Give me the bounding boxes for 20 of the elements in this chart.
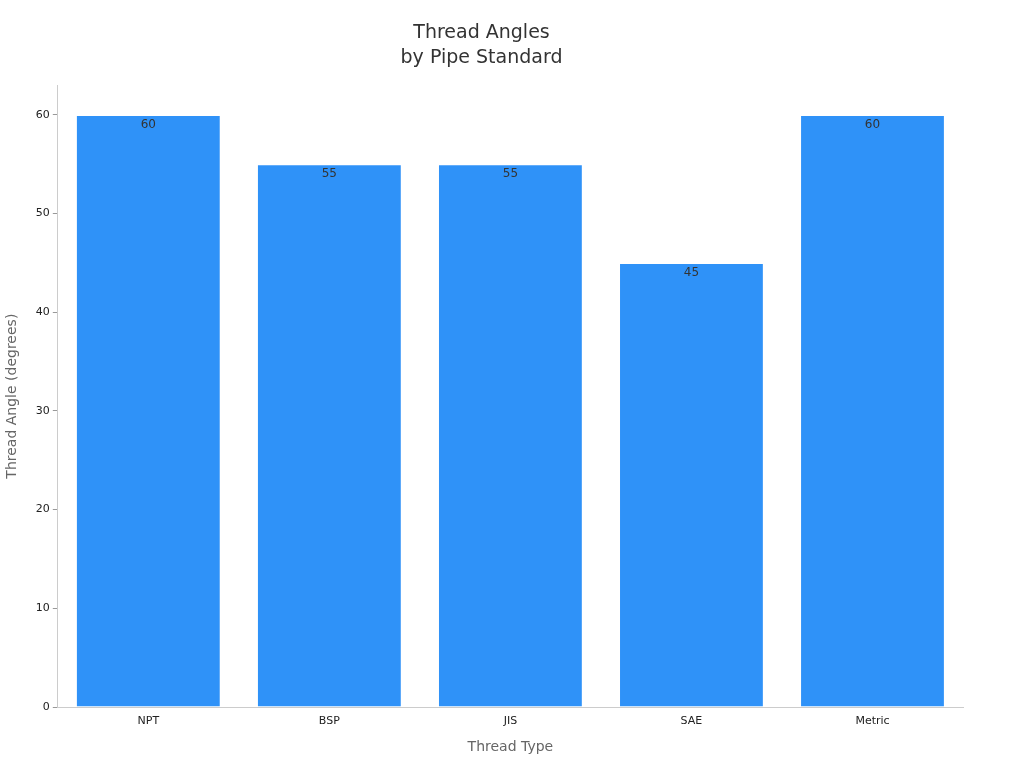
y-tick-label: 30 <box>35 403 50 417</box>
x-tick-label: NPT <box>137 714 160 728</box>
y-tick-label: 20 <box>35 502 50 516</box>
data-label: 45 <box>683 265 700 280</box>
data-label: 55 <box>321 166 337 181</box>
data-label: 55 <box>502 166 519 181</box>
y-tick-label: 50 <box>35 206 50 220</box>
y-tick-label: 0 <box>42 699 50 713</box>
chart-title: Thread Angles by Pipe Standard <box>400 19 563 68</box>
y-tick-label: 60 <box>35 107 50 121</box>
x-tick-label: JIS <box>502 714 518 728</box>
x-tick-label: BSP <box>318 714 341 728</box>
data-label: 60 <box>140 117 156 132</box>
x-tick-label: SAE <box>680 714 703 728</box>
x-axis-title: Thread Type <box>466 738 554 755</box>
y-tick-label: 40 <box>35 305 50 319</box>
y-tick-label: 10 <box>35 601 50 615</box>
y-axis-title: Thread Angle (degrees) <box>3 313 20 480</box>
data-label: 60 <box>864 117 881 132</box>
x-tick-label: Metric <box>855 714 890 728</box>
